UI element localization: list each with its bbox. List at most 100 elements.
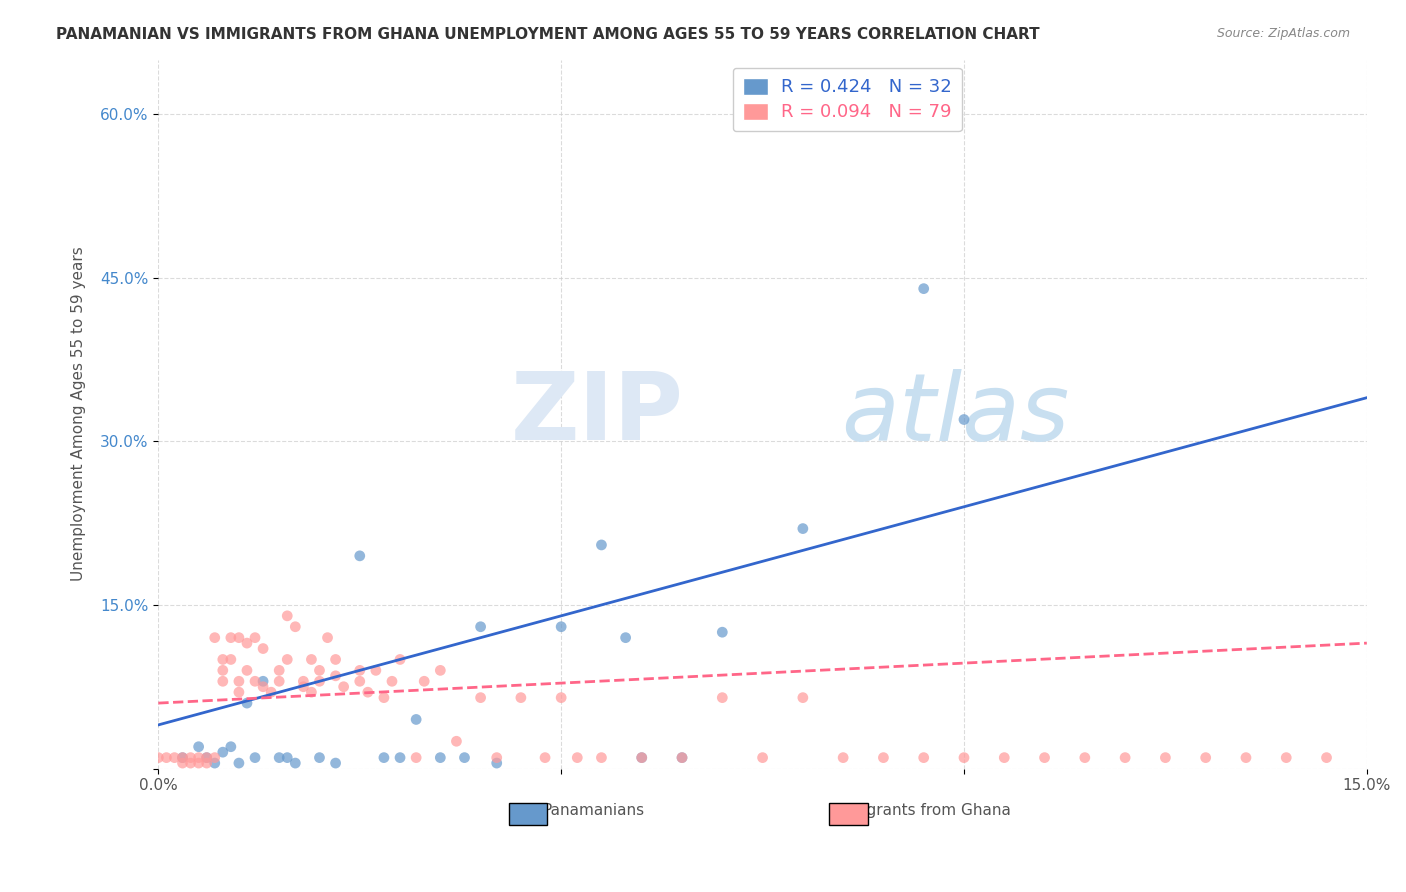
- Point: [413, 674, 436, 689]
- Point: [832, 750, 855, 764]
- Point: [550, 620, 572, 634]
- Point: [243, 674, 266, 689]
- Point: [195, 750, 218, 764]
- Point: [260, 685, 283, 699]
- Point: [187, 750, 209, 764]
- Point: [292, 674, 315, 689]
- Point: [711, 690, 734, 705]
- Point: [172, 750, 194, 764]
- Point: [228, 631, 250, 645]
- Point: [172, 750, 194, 764]
- Point: [219, 652, 242, 666]
- Point: [630, 750, 652, 764]
- Point: [1195, 750, 1218, 764]
- Point: [872, 750, 894, 764]
- Point: [236, 636, 259, 650]
- Point: [276, 608, 298, 623]
- Point: [509, 690, 531, 705]
- Point: [284, 620, 307, 634]
- Point: [148, 750, 170, 764]
- Point: [252, 680, 274, 694]
- Point: [381, 674, 404, 689]
- Point: [180, 750, 202, 764]
- Point: [349, 674, 371, 689]
- Point: [591, 750, 613, 764]
- Point: [446, 734, 468, 748]
- Point: [953, 412, 976, 426]
- Point: [292, 680, 315, 694]
- Point: [276, 652, 298, 666]
- Point: [204, 631, 226, 645]
- Point: [299, 652, 322, 666]
- Point: [236, 696, 259, 710]
- Point: [485, 750, 508, 764]
- Y-axis label: Unemployment Among Ages 55 to 59 years: Unemployment Among Ages 55 to 59 years: [72, 247, 86, 582]
- Point: [308, 664, 330, 678]
- Point: [550, 690, 572, 705]
- Point: [228, 756, 250, 770]
- Point: [325, 652, 347, 666]
- Point: [357, 685, 380, 699]
- Point: [325, 669, 347, 683]
- Point: [187, 756, 209, 770]
- Point: [228, 674, 250, 689]
- Point: [630, 750, 652, 764]
- Point: [252, 674, 274, 689]
- Point: [751, 750, 773, 764]
- Point: [211, 652, 233, 666]
- Point: [269, 750, 291, 764]
- Point: [1315, 750, 1337, 764]
- Point: [243, 631, 266, 645]
- Point: [332, 680, 354, 694]
- Point: [316, 631, 339, 645]
- Point: [269, 664, 291, 678]
- Point: [236, 664, 259, 678]
- Point: [1033, 750, 1056, 764]
- Point: [211, 674, 233, 689]
- Point: [453, 750, 475, 764]
- Point: [405, 713, 427, 727]
- Point: [485, 756, 508, 770]
- Point: [204, 750, 226, 764]
- Point: [364, 664, 387, 678]
- Point: [308, 750, 330, 764]
- Point: [172, 756, 194, 770]
- Point: [204, 756, 226, 770]
- Point: [195, 756, 218, 770]
- Point: [155, 750, 177, 764]
- Point: [429, 664, 451, 678]
- Point: [671, 750, 693, 764]
- Text: Immigrants from Ghana: Immigrants from Ghana: [828, 803, 1011, 818]
- Point: [912, 750, 935, 764]
- Point: [1275, 750, 1298, 764]
- Point: [1114, 750, 1136, 764]
- Point: [211, 664, 233, 678]
- Legend: R = 0.424   N = 32, R = 0.094   N = 79: R = 0.424 N = 32, R = 0.094 N = 79: [733, 68, 962, 131]
- Point: [953, 750, 976, 764]
- Point: [591, 538, 613, 552]
- Point: [993, 750, 1015, 764]
- Point: [243, 750, 266, 764]
- Point: [219, 631, 242, 645]
- Point: [349, 549, 371, 563]
- Point: [187, 739, 209, 754]
- Point: [325, 756, 347, 770]
- Point: [373, 750, 395, 764]
- FancyBboxPatch shape: [509, 803, 547, 825]
- Point: [1074, 750, 1097, 764]
- Point: [429, 750, 451, 764]
- Point: [534, 750, 557, 764]
- Point: [912, 282, 935, 296]
- FancyBboxPatch shape: [830, 803, 868, 825]
- Point: [792, 522, 814, 536]
- Text: atlas: atlas: [841, 368, 1070, 459]
- Point: [389, 750, 412, 764]
- Point: [180, 756, 202, 770]
- Point: [1234, 750, 1257, 764]
- Point: [299, 685, 322, 699]
- Point: [276, 750, 298, 764]
- Text: PANAMANIAN VS IMMIGRANTS FROM GHANA UNEMPLOYMENT AMONG AGES 55 TO 59 YEARS CORRE: PANAMANIAN VS IMMIGRANTS FROM GHANA UNEM…: [56, 27, 1040, 42]
- Point: [389, 652, 412, 666]
- Point: [228, 685, 250, 699]
- Point: [1154, 750, 1177, 764]
